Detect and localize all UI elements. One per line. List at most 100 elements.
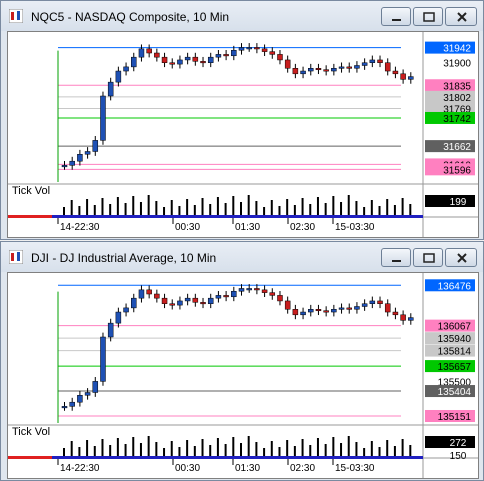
volume-bar [393, 446, 396, 456]
price-label: 136476 [438, 281, 472, 292]
candle-body [369, 59, 376, 63]
price-label: 31835 [443, 81, 471, 92]
candle-body [215, 295, 222, 299]
volume-bar [86, 440, 89, 456]
price-label-bg [425, 111, 475, 124]
price-label-bg [425, 140, 475, 153]
volume-value-secondary: 150 [450, 451, 467, 462]
candle-body [154, 52, 160, 58]
candle-body [300, 70, 306, 75]
window-title: DJI - DJ Industrial Average, 10 Min [31, 251, 217, 265]
volume-bar [139, 202, 142, 215]
candle-body [77, 395, 83, 403]
candle-body [169, 62, 175, 65]
volume-bar [224, 444, 227, 456]
volume-bar [286, 199, 289, 215]
indicator-label: Tick Vol [12, 426, 50, 438]
volume-bar [147, 436, 150, 456]
candle-body [61, 406, 68, 409]
candle-body [200, 302, 206, 305]
minimize-icon [392, 260, 401, 262]
volume-bar [355, 442, 358, 456]
candle-body [254, 288, 260, 291]
volume-bar [270, 200, 273, 215]
volume-bar [178, 447, 181, 456]
candle-body [384, 303, 391, 313]
volume-bar [293, 446, 296, 456]
volume-bar [155, 201, 158, 215]
candle-body [231, 49, 237, 57]
price-label-bg [425, 279, 475, 292]
volume-bar [355, 201, 358, 215]
volume-bar [324, 203, 327, 215]
candle-body [146, 48, 152, 54]
volume-value: 272 [450, 438, 467, 449]
price-label-bg [425, 90, 475, 103]
volume-bar [201, 198, 204, 215]
dji-chart-window: DJI - DJ Industrial Average, 10 Min 1364… [0, 241, 484, 481]
volume-bar [378, 206, 381, 215]
candle-body [315, 309, 322, 312]
title-bar[interactable]: DJI - DJ Industrial Average, 10 Min [1, 242, 483, 272]
volume-bar [163, 207, 166, 215]
volume-bar [240, 443, 242, 456]
price-label-bg [425, 79, 475, 92]
time-label: 15-03:30 [335, 222, 375, 233]
price-label: 135500 [438, 378, 472, 389]
volume-value-bg [425, 436, 475, 448]
candle-body [184, 297, 191, 302]
minimize-button[interactable] [381, 7, 411, 26]
candle-body [69, 160, 75, 166]
minimize-icon [392, 19, 401, 21]
restore-button[interactable] [413, 7, 443, 26]
volume-bar [332, 437, 335, 456]
volume-bar [139, 443, 142, 456]
close-button[interactable] [445, 7, 477, 26]
chart-area[interactable]: 3194231900318353180231769317423166231610… [7, 31, 479, 238]
candle-body [400, 73, 406, 80]
volume-bar [247, 195, 250, 215]
candle-body [284, 300, 291, 310]
volume-bar [316, 197, 319, 215]
price-chart: 3194231900318353180231769317423166231610… [8, 32, 478, 237]
price-label: 135404 [438, 387, 472, 398]
candle-body [361, 62, 368, 66]
candle-body [323, 310, 329, 313]
candle-body [223, 54, 229, 57]
candle-body [238, 288, 245, 292]
indicator-label: Tick Vol [12, 185, 50, 197]
volume-bar [170, 200, 173, 215]
volume-bar [278, 447, 281, 456]
candle-body [131, 56, 137, 68]
volume-bar [186, 440, 189, 456]
minimize-button[interactable] [381, 248, 411, 267]
close-button[interactable] [445, 248, 477, 267]
title-bar[interactable]: NQC5 - NASDAQ Composite, 10 Min [1, 1, 483, 31]
restore-button[interactable] [413, 248, 443, 267]
volume-bar [116, 197, 119, 215]
candle-body [408, 76, 414, 80]
volume-bar [109, 445, 112, 456]
candle-body [369, 300, 376, 304]
chart-area[interactable]: 136476 136067 135940 135814 135657 135500 1354… [7, 272, 479, 479]
volume-bar [101, 439, 104, 456]
candle-body [300, 311, 306, 316]
volume-value: 199 [450, 197, 467, 208]
volume-bar [363, 448, 366, 456]
volume-bar [240, 202, 242, 215]
restore-icon [423, 253, 435, 263]
volume-bar [101, 198, 104, 215]
candle-body [215, 54, 222, 58]
candle-body [123, 66, 129, 72]
volume-bar [78, 206, 81, 215]
volume-bar [178, 206, 181, 215]
chart-app-icon [9, 9, 23, 23]
volume-bar [209, 204, 212, 215]
volume-bar [70, 441, 73, 456]
volume-bar [386, 440, 389, 456]
volume-bar [293, 205, 296, 215]
price-label: 135151 [438, 412, 472, 423]
volume-bar [193, 446, 196, 456]
volume-bar [263, 448, 266, 456]
candle-body [261, 289, 268, 293]
